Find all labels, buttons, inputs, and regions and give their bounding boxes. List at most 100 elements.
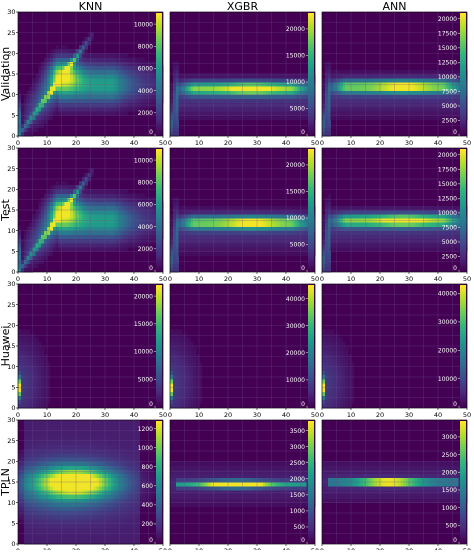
- heatmap-cell: [176, 363, 179, 367]
- colorbar-tick-label: 17500: [438, 167, 457, 174]
- heatmap-cell: [173, 404, 176, 408]
- heatmap-cell: [108, 247, 111, 251]
- heatmap-cell: [257, 115, 260, 119]
- heatmap-cell: [325, 400, 328, 404]
- colorbar-tick-label: 10000: [134, 349, 153, 356]
- heatmap-cell: [173, 243, 176, 247]
- heatmap-cell: [56, 235, 59, 239]
- heatmap-cell: [360, 210, 363, 214]
- heatmap-cell: [325, 379, 328, 383]
- heatmap-cell: [35, 99, 38, 103]
- heatmap-cell: [228, 115, 231, 119]
- heatmap-cell: [245, 243, 248, 247]
- heatmap-cell: [286, 115, 289, 119]
- heatmap-cell: [24, 400, 27, 404]
- heatmap-cell: [38, 243, 41, 247]
- heatmap-cell: [170, 235, 173, 239]
- heatmap-cell: [280, 115, 283, 119]
- heatmap-cell: [47, 222, 50, 226]
- y-tick-label: 5: [11, 248, 15, 256]
- heatmap-cell: [67, 86, 70, 90]
- heatmap-cell: [120, 111, 123, 115]
- heatmap-cell: [328, 363, 331, 367]
- heatmap-cell: [228, 210, 231, 214]
- heatmap-cell: [397, 95, 400, 99]
- heatmap-cell: [228, 111, 231, 115]
- heatmap-cell: [257, 247, 260, 251]
- heatmap-cell: [418, 86, 421, 90]
- heatmap-cell: [397, 243, 400, 247]
- heatmap-cell: [120, 243, 123, 247]
- heatmap-cell: [337, 78, 340, 82]
- heatmap-cell: [345, 227, 348, 231]
- heatmap-cell: [228, 231, 231, 235]
- heatmap-cell: [79, 189, 82, 193]
- heatmap-cell: [383, 74, 386, 78]
- heatmap-cell: [322, 247, 325, 251]
- heatmap-cell: [447, 247, 450, 251]
- heatmap-cell: [412, 74, 415, 78]
- x-tick-label: 30: [253, 411, 261, 419]
- heatmap-cell: [190, 358, 193, 362]
- heatmap-cell: [219, 78, 222, 82]
- heatmap-cell: [272, 111, 275, 115]
- heatmap-cell: [426, 231, 429, 235]
- heatmap-cell: [111, 540, 114, 544]
- heatmap-cell: [99, 95, 102, 99]
- heatmap-cell: [41, 243, 44, 247]
- heatmap-cell: [366, 206, 369, 210]
- heatmap-cell: [415, 86, 418, 90]
- heatmap-cell: [418, 95, 421, 99]
- heatmap-cell: [67, 231, 70, 235]
- heatmap-cell: [50, 536, 53, 540]
- heatmap-cell: [76, 95, 79, 99]
- heatmap-cell: [277, 222, 280, 226]
- heatmap-cell: [418, 206, 421, 210]
- heatmap-cell: [56, 78, 59, 82]
- heatmap-cell: [76, 185, 79, 189]
- heatmap-cell: [170, 255, 173, 259]
- heatmap-cell: [219, 206, 222, 210]
- heatmap-cell: [322, 379, 325, 383]
- heatmap-cell: [331, 346, 334, 350]
- heatmap-cell: [128, 78, 131, 82]
- heatmap-cell: [328, 350, 331, 354]
- heatmap-cell: [79, 78, 82, 82]
- heatmap-cell: [301, 115, 304, 119]
- heatmap-cell: [38, 74, 41, 78]
- heatmap-cell: [170, 391, 173, 395]
- heatmap-cell: [260, 99, 263, 103]
- heatmap-cell: [345, 367, 348, 371]
- heatmap-cell: [409, 91, 412, 95]
- heatmap-cell: [409, 74, 412, 78]
- heatmap-cell: [199, 111, 202, 115]
- heatmap-cell: [345, 235, 348, 239]
- heatmap-cell: [325, 202, 328, 206]
- heatmap-cell: [173, 99, 176, 103]
- heatmap-cell: [21, 383, 24, 387]
- heatmap-cell: [397, 78, 400, 82]
- heatmap-cell: [82, 66, 85, 70]
- heatmap-cell: [342, 243, 345, 247]
- heatmap-cell: [70, 210, 73, 214]
- heatmap-cell: [415, 235, 418, 239]
- heatmap-cell: [199, 206, 202, 210]
- column-title-knn: KNN: [79, 0, 103, 13]
- heatmap-cell: [143, 231, 146, 235]
- heatmap-cell: [386, 86, 389, 90]
- heatmap-cell: [199, 383, 202, 387]
- heatmap-cell: [50, 70, 53, 74]
- heatmap-cell: [185, 404, 188, 408]
- heatmap-cell: [397, 235, 400, 239]
- heatmap-cell: [374, 107, 377, 111]
- heatmap-cell: [251, 247, 254, 251]
- heatmap-cell: [351, 78, 354, 82]
- heatmap-cell: [243, 247, 246, 251]
- heatmap-cell: [274, 206, 277, 210]
- heatmap-cell: [176, 99, 179, 103]
- heatmap-cell: [360, 111, 363, 115]
- heatmap-cell: [173, 132, 176, 136]
- heatmap-cell: [56, 107, 59, 111]
- heatmap-cell: [35, 350, 38, 354]
- heatmap-cell: [257, 251, 260, 255]
